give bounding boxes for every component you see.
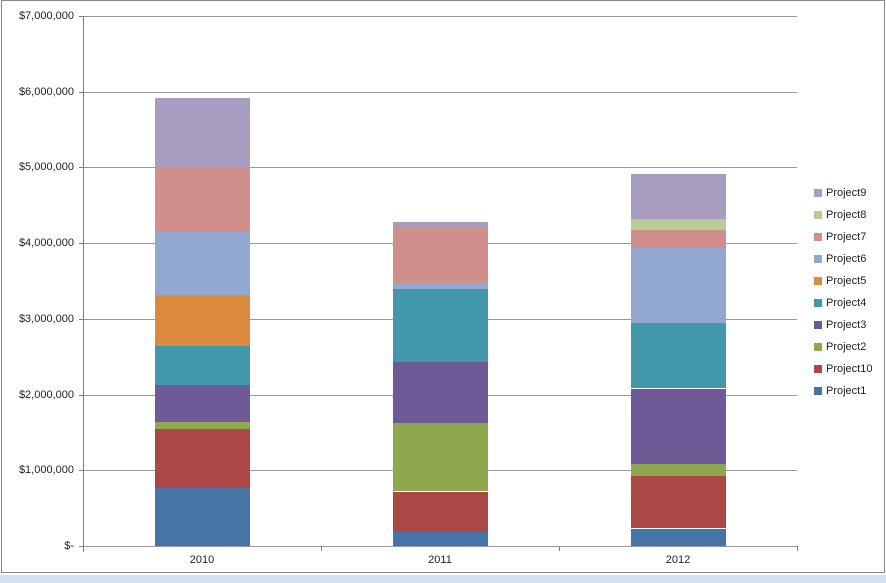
x-axis-tick xyxy=(559,546,560,551)
gridline xyxy=(83,546,797,547)
legend-swatch-icon xyxy=(814,255,822,263)
bar-segment-Project9-2010 xyxy=(155,97,250,167)
y-axis-tick-label: $7,000,000 xyxy=(18,10,74,22)
y-axis-tick-label: $5,000,000 xyxy=(18,161,74,173)
bar-segment-Project1-2012 xyxy=(631,528,726,546)
legend-swatch-icon xyxy=(814,387,822,395)
bar-segment-Project4-2011 xyxy=(393,289,488,362)
legend-label: Project5 xyxy=(826,275,867,287)
legend-item-project9: Project9 xyxy=(814,182,866,204)
y-axis-tick xyxy=(79,546,83,547)
legend-swatch-icon xyxy=(814,233,822,241)
y-axis-tick-label: $6,000,000 xyxy=(18,86,74,98)
bar-segment-Project6-2010 xyxy=(155,231,250,295)
bar-segment-Project9-2011 xyxy=(393,221,488,228)
x-axis-label: 2011 xyxy=(428,554,452,566)
gridline xyxy=(83,167,797,168)
legend-label: Project7 xyxy=(826,231,867,243)
bar-segment-Project6-2011 xyxy=(393,283,488,290)
legend-label: Project9 xyxy=(826,187,867,199)
bar-segment-Project6-2012 xyxy=(631,248,726,323)
y-axis-tick xyxy=(79,470,83,471)
bar-segment-Project7-2010 xyxy=(155,166,250,232)
legend-item-project4: Project4 xyxy=(814,292,866,314)
bar-segment-Project1-2011 xyxy=(393,531,488,546)
y-axis-tick-label: $3,000,000 xyxy=(18,313,74,325)
x-axis-label: 2012 xyxy=(665,554,691,566)
bar-segment-Project10-2012 xyxy=(631,476,726,529)
legend-item-project5: Project5 xyxy=(814,270,866,292)
y-axis-tick-label: $2,000,000 xyxy=(18,389,74,401)
legend-label: Project3 xyxy=(826,319,867,331)
bar-segment-Project2-2011 xyxy=(393,422,488,492)
legend-swatch-icon xyxy=(814,277,822,285)
bar-segment-Project10-2010 xyxy=(155,428,250,488)
legend-label: Project2 xyxy=(826,341,867,353)
legend-label: Project6 xyxy=(826,253,867,265)
legend-swatch-icon xyxy=(814,211,822,219)
bar-segment-Project9-2012 xyxy=(631,174,726,219)
bar-segment-Project2-2012 xyxy=(631,463,726,477)
legend-item-project1: Project1 xyxy=(814,380,866,402)
y-axis-tick xyxy=(79,16,83,17)
y-axis-tick xyxy=(79,167,83,168)
legend-item-project8: Project8 xyxy=(814,204,866,226)
bar-segment-Project7-2011 xyxy=(393,228,488,284)
bar-segment-Project3-2011 xyxy=(393,362,488,423)
bar-segment-Project1-2010 xyxy=(155,487,250,546)
bar-segment-Project7-2012 xyxy=(631,230,726,249)
gridline xyxy=(83,16,797,17)
legend-item-project10: Project10 xyxy=(814,358,872,380)
x-axis-label: 2010 xyxy=(189,554,215,566)
bar-segment-Project4-2012 xyxy=(631,322,726,389)
y-axis-tick xyxy=(79,92,83,93)
legend-item-project7: Project7 xyxy=(814,226,866,248)
gridline xyxy=(83,92,797,93)
legend-swatch-icon xyxy=(814,343,822,351)
worksheet-strip xyxy=(0,575,886,583)
bar-segment-Project8-2012 xyxy=(631,218,726,231)
legend-item-project6: Project6 xyxy=(814,248,866,270)
bar-segment-Project3-2010 xyxy=(155,384,250,422)
legend-label: Project10 xyxy=(826,363,873,375)
bar-segment-Project4-2010 xyxy=(155,346,250,385)
bar-segment-Project5-2010 xyxy=(155,294,250,347)
y-axis-tick-label: $- xyxy=(64,540,74,552)
legend-swatch-icon xyxy=(814,365,822,373)
legend-item-project3: Project3 xyxy=(814,314,866,336)
legend-swatch-icon xyxy=(814,321,822,329)
y-axis-tick xyxy=(79,395,83,396)
y-axis-tick-label: $4,000,000 xyxy=(18,237,74,249)
y-axis-line xyxy=(83,16,84,552)
legend-label: Project8 xyxy=(826,209,867,221)
legend-swatch-icon xyxy=(814,189,822,197)
legend-item-project2: Project2 xyxy=(814,336,866,358)
legend-label: Project4 xyxy=(826,297,867,309)
legend-swatch-icon xyxy=(814,299,822,307)
legend-label: Project1 xyxy=(826,385,867,397)
bar-segment-Project2-2010 xyxy=(155,421,250,429)
bar-segment-Project3-2012 xyxy=(631,388,726,464)
y-axis-tick-label: $1,000,000 xyxy=(18,464,74,476)
x-axis-tick xyxy=(321,546,322,551)
y-axis-tick xyxy=(79,243,83,244)
y-axis-tick xyxy=(79,319,83,320)
bar-segment-Project10-2011 xyxy=(393,491,488,532)
x-axis-tick xyxy=(797,546,798,551)
